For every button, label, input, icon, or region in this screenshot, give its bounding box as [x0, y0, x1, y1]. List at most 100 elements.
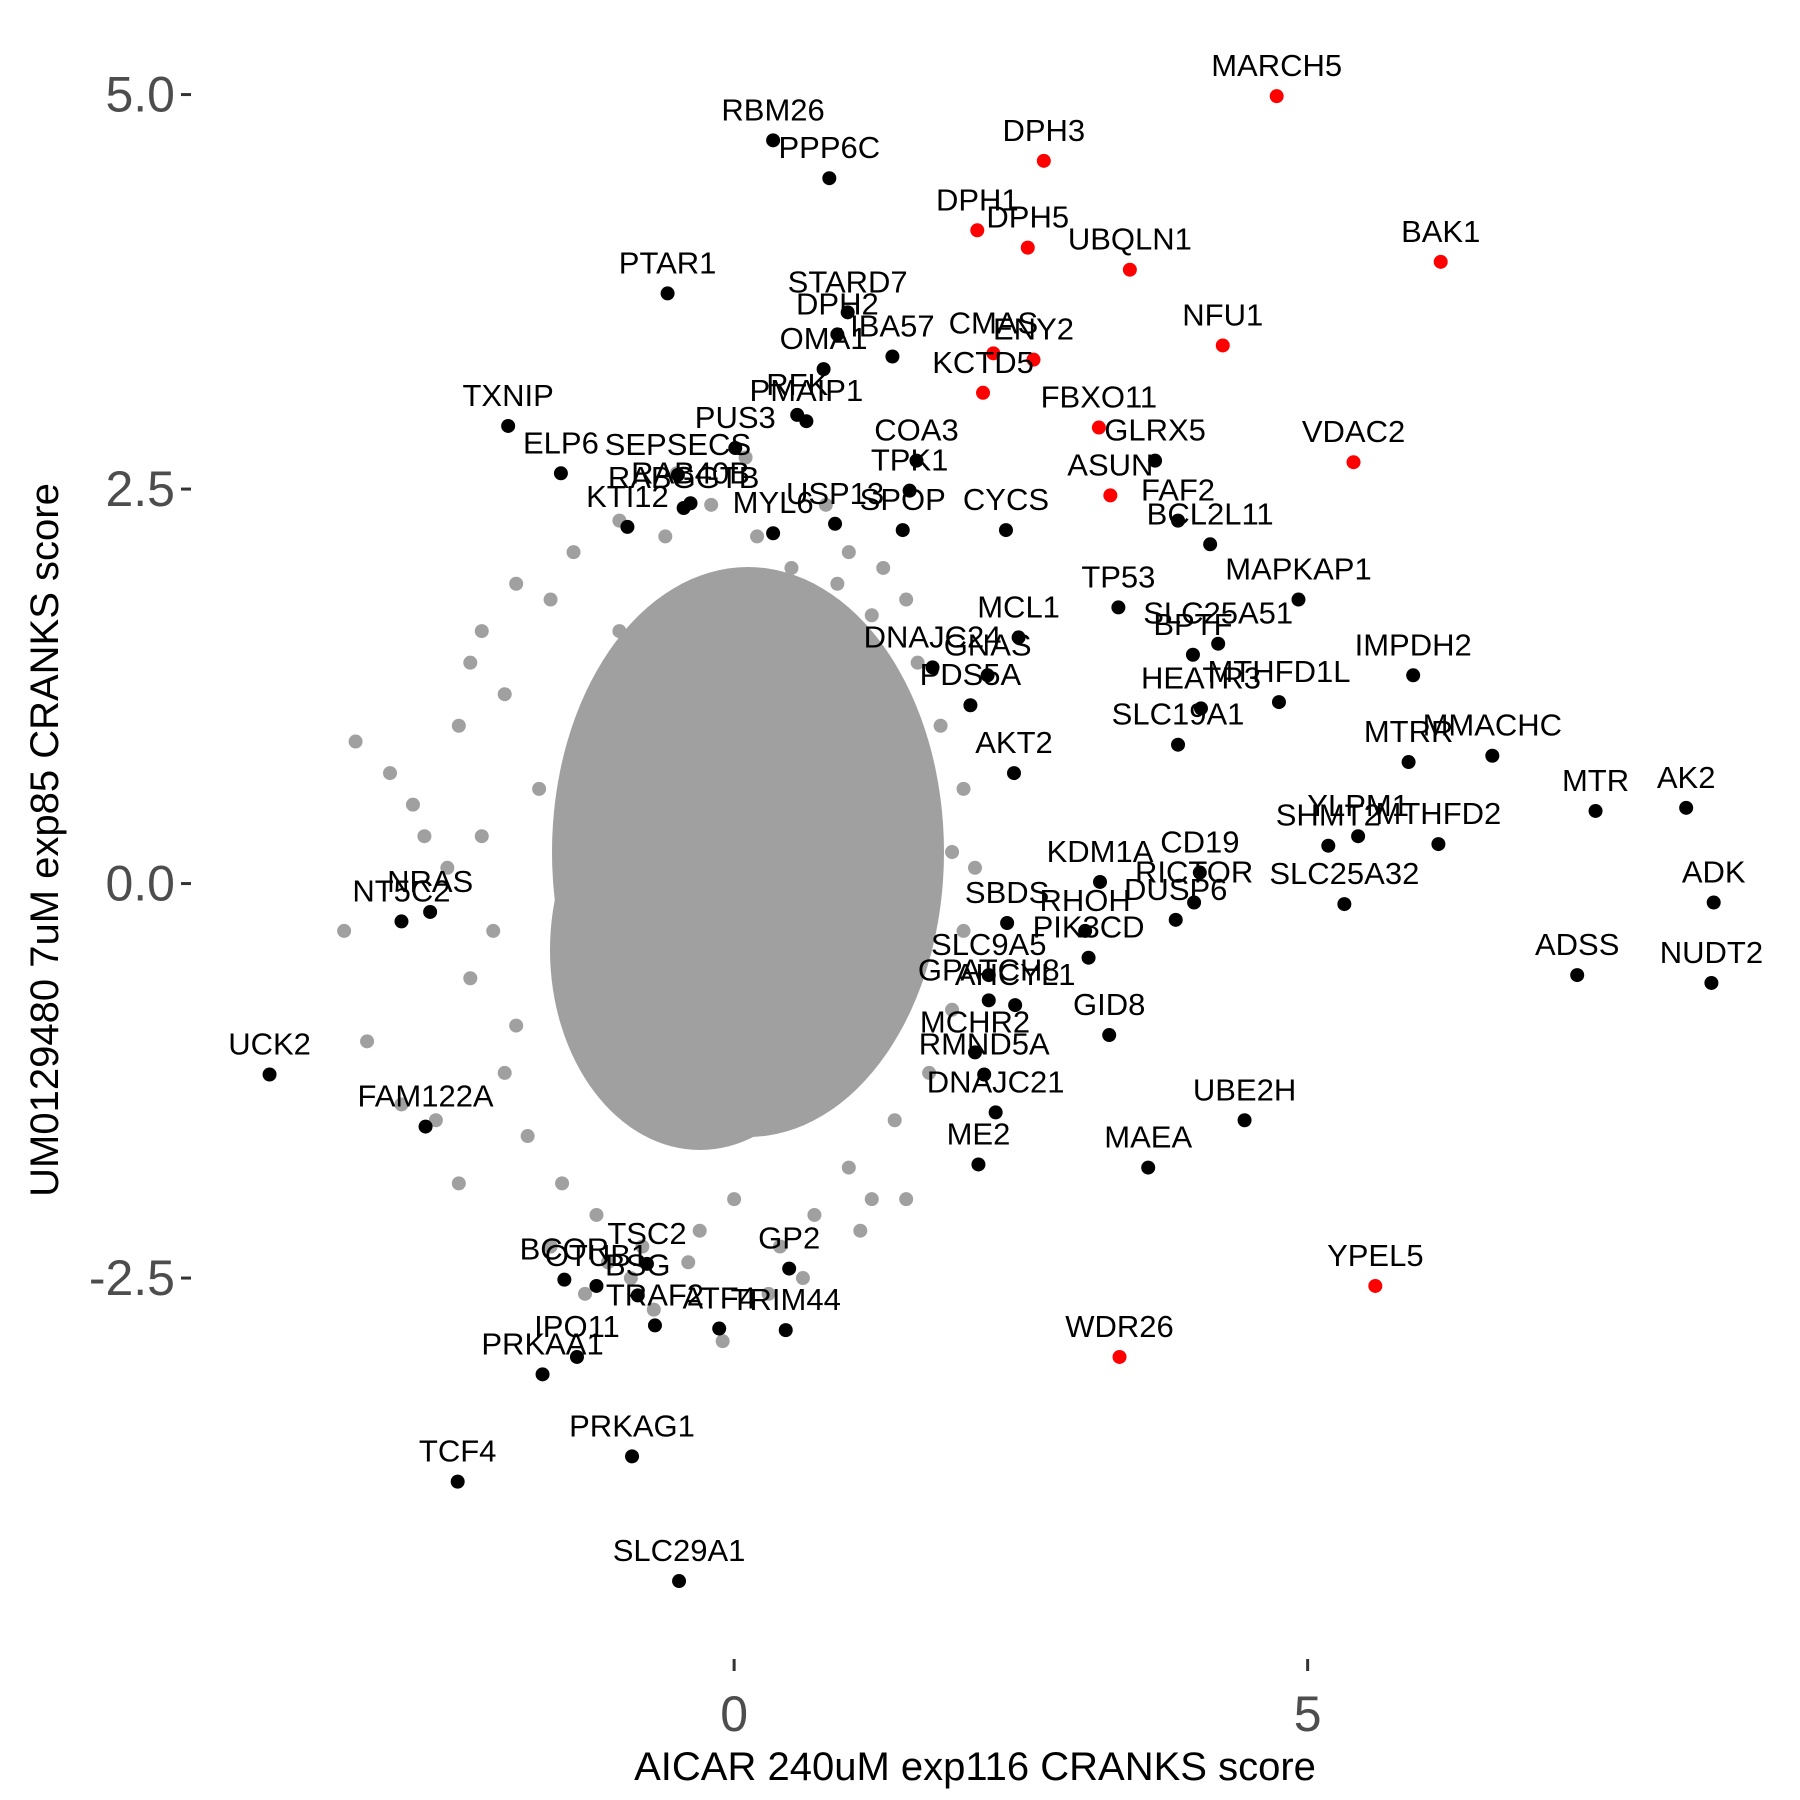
point-label: GP2: [758, 1221, 820, 1256]
point: [971, 1157, 986, 1172]
point: [509, 576, 524, 591]
point-label: AKT2: [975, 725, 1053, 760]
point-label: MAPKAP1: [1225, 552, 1371, 587]
point-label: NUDT2: [1660, 935, 1763, 970]
point-label: DNAJC24: [864, 619, 1002, 654]
point-label: BSG: [605, 1247, 670, 1282]
point: [1112, 1349, 1127, 1364]
point: [1570, 968, 1585, 983]
point: [497, 1065, 512, 1080]
point: [660, 286, 675, 301]
point-label: SLC25A51: [1143, 596, 1293, 631]
point: [766, 133, 781, 148]
point: [1102, 1028, 1117, 1043]
point: [816, 362, 831, 377]
point-label: YPEL5: [1327, 1238, 1424, 1273]
point: [337, 923, 352, 938]
point: [1271, 695, 1286, 710]
point-label: NRAS: [387, 864, 473, 899]
point: [790, 407, 805, 422]
point: [956, 781, 971, 796]
point-label: YLPM1: [1307, 788, 1409, 823]
point-label: SBDS: [965, 875, 1049, 910]
point-label: MTRR: [1364, 714, 1454, 749]
point: [681, 1255, 696, 1270]
point: [1679, 800, 1694, 815]
point: [887, 1113, 902, 1128]
point: [639, 1256, 654, 1271]
point-label: RFK: [766, 367, 828, 402]
point-label: FBXO11: [1041, 380, 1158, 415]
point: [520, 1129, 535, 1144]
point: [612, 624, 627, 639]
point: [1237, 1113, 1252, 1128]
point-label: CMAS: [949, 305, 1039, 340]
point-label: MTHFD2: [1376, 796, 1502, 831]
point-label: GLRX5: [1104, 413, 1206, 448]
point: [578, 1286, 592, 1301]
point: [620, 519, 635, 534]
point: [658, 529, 673, 544]
point: [956, 923, 971, 938]
point-label: ATF4: [682, 1281, 756, 1316]
point: [418, 1119, 433, 1134]
point: [715, 1334, 730, 1349]
point: [646, 1302, 661, 1317]
point: [566, 545, 581, 560]
point: [676, 500, 691, 515]
point-label: IPO11: [534, 1309, 620, 1344]
point: [1187, 895, 1202, 910]
point-label: NT5C2: [352, 873, 450, 908]
point-label: PRKAG1: [569, 1408, 695, 1443]
point-label: MTHFD1L: [1207, 654, 1350, 689]
point: [970, 223, 985, 238]
point: [750, 529, 765, 544]
point: [1192, 865, 1207, 880]
point: [497, 687, 512, 702]
point-label: SPOP: [860, 482, 946, 517]
point-label: GPATCH8: [918, 952, 1060, 987]
point: [922, 1065, 937, 1080]
point: [625, 1449, 640, 1464]
point-label: ENY2: [993, 312, 1074, 347]
point: [555, 1176, 570, 1191]
point: [1193, 701, 1208, 716]
point: [899, 1192, 914, 1207]
point: [738, 450, 753, 465]
point: [841, 1160, 856, 1175]
point-label: COA3: [874, 413, 958, 448]
point: [509, 1018, 524, 1033]
point: [1401, 755, 1416, 770]
point-cloud-core: [550, 750, 850, 1150]
point: [474, 624, 489, 639]
point-label: DPH3: [1002, 113, 1085, 148]
point: [647, 1318, 662, 1333]
point-label: TSC2: [607, 1216, 686, 1251]
point-label: BPTF: [1153, 607, 1232, 642]
point: [1203, 537, 1218, 552]
point: [589, 1050, 604, 1065]
point: [543, 592, 558, 607]
point: [1346, 455, 1361, 470]
point: [840, 305, 855, 320]
point: [555, 813, 570, 828]
point: [463, 971, 478, 986]
point: [795, 1271, 810, 1286]
point: [1168, 912, 1183, 927]
point: [405, 797, 420, 812]
point: [383, 766, 397, 781]
point-label: KTI12: [586, 479, 669, 514]
point: [830, 576, 845, 591]
point: [1185, 647, 1200, 662]
point: [998, 523, 1013, 538]
point-label: ME2: [947, 1116, 1011, 1151]
point-label: UBQLN1: [1068, 222, 1192, 257]
point: [672, 1574, 687, 1589]
point-label: RABGGTB: [608, 460, 760, 495]
point: [450, 1474, 465, 1489]
point-label: PDS5A: [920, 657, 1022, 692]
point: [474, 829, 489, 844]
point-label: IMPDH2: [1355, 627, 1472, 662]
point: [727, 1192, 742, 1207]
